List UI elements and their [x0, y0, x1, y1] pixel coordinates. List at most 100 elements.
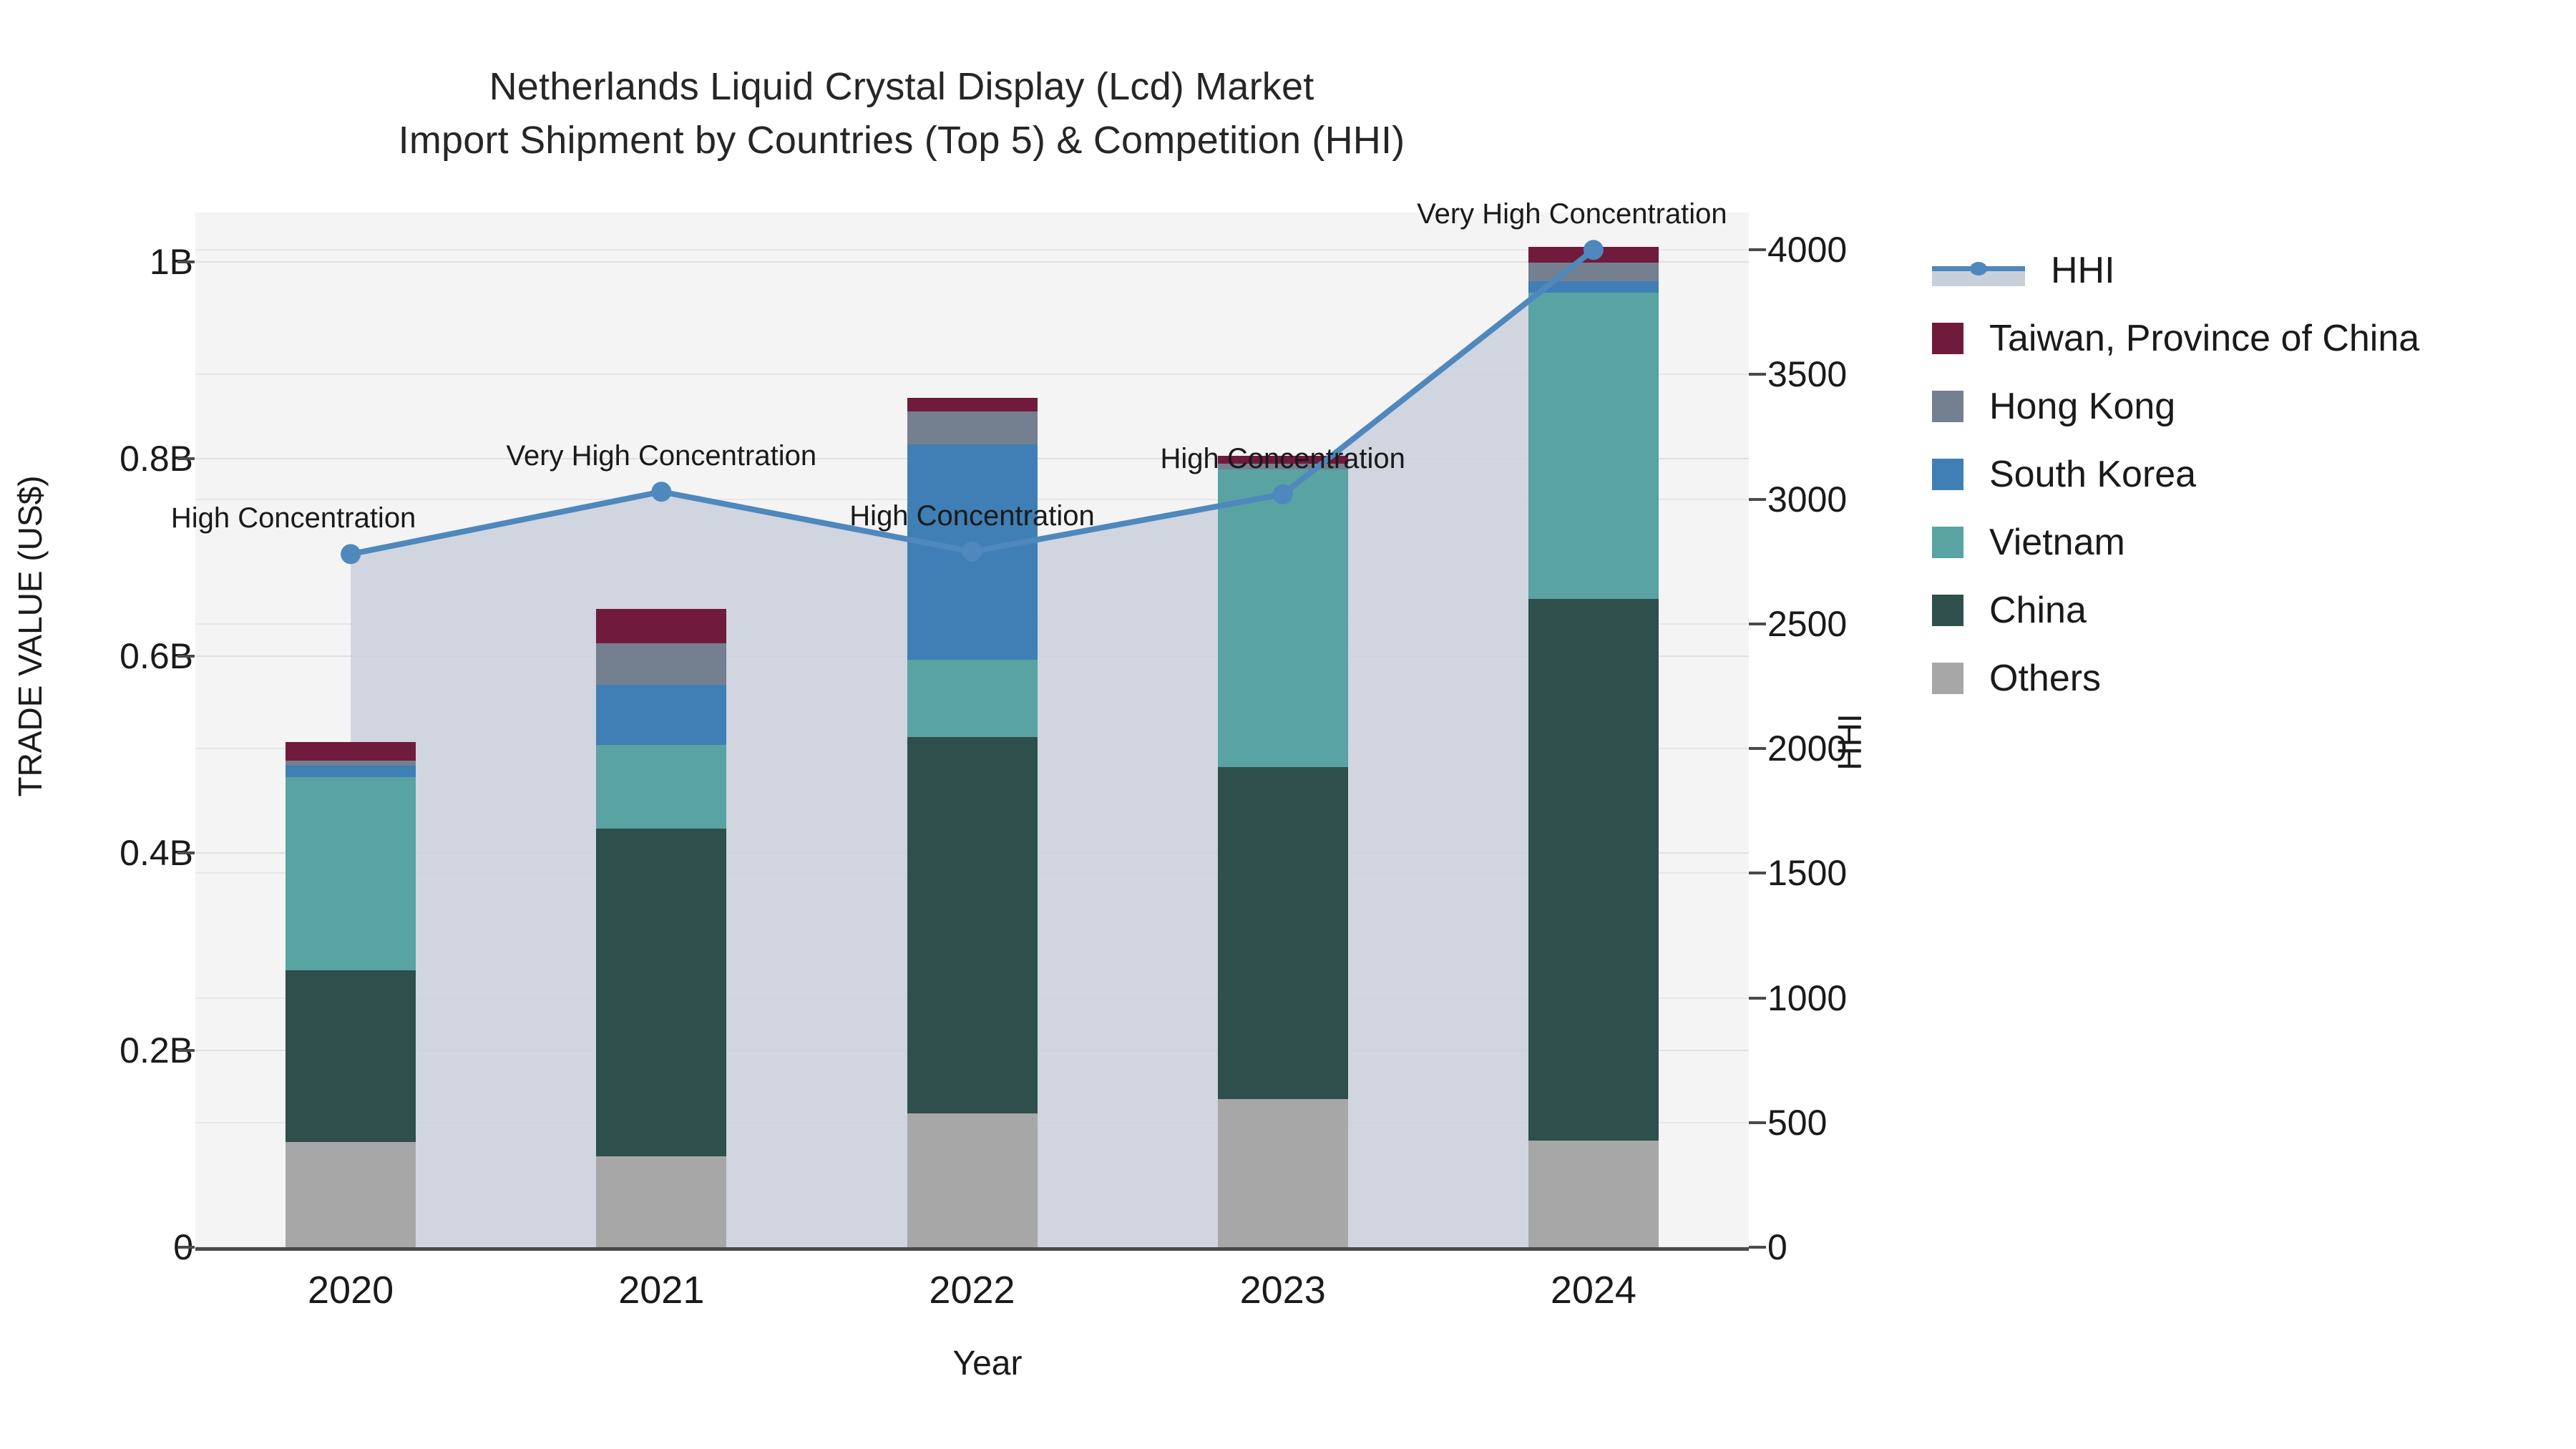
- y-axis-left-tickmark: [177, 852, 195, 855]
- hhi-annotation: Very High Concentration: [506, 440, 817, 472]
- bar-segment[interactable]: [1528, 292, 1659, 599]
- legend-color-swatch: [1932, 526, 1963, 558]
- bar-segment[interactable]: [907, 1113, 1038, 1247]
- bar-segment[interactable]: [907, 736, 1038, 1113]
- bar-segment[interactable]: [286, 777, 416, 971]
- y-axis-left-tickmark: [177, 457, 195, 461]
- bar-segment[interactable]: [1217, 767, 1348, 1100]
- plot-inner: [195, 213, 1749, 1247]
- y-axis-right-tickmark: [1749, 996, 1766, 1000]
- bar-segment[interactable]: [1528, 263, 1659, 282]
- bar-segment[interactable]: [286, 741, 416, 761]
- y-axis-left-tick: 1B: [149, 241, 193, 282]
- bar-segment[interactable]: [596, 608, 727, 643]
- y-axis-left-tickmark: [177, 654, 195, 658]
- y-axis-left-label: TRADE VALUE (US$): [11, 475, 49, 797]
- y-axis-right-tick: 3500: [1767, 354, 1848, 395]
- bar-segment[interactable]: [596, 643, 727, 685]
- legend-item[interactable]: South Korea: [1932, 440, 2562, 508]
- x-axis-spine: [195, 1247, 1749, 1251]
- legend-item-label: HHI: [2051, 249, 2115, 291]
- bar-segment[interactable]: [596, 1156, 727, 1247]
- bar-segment[interactable]: [1528, 598, 1659, 1141]
- legend-item-label: Hong Kong: [1989, 385, 2176, 427]
- bar-segment[interactable]: [596, 684, 727, 745]
- chart-legend: HHI Taiwan, Province of China Hong Kong Sou…: [1932, 236, 2562, 712]
- legend-item[interactable]: Others: [1932, 644, 2562, 712]
- y-axis-right-tick: 1500: [1767, 853, 1848, 894]
- x-axis-tick: 2021: [618, 1269, 705, 1312]
- bar-segment[interactable]: [286, 765, 416, 778]
- legend-item[interactable]: HHI: [1932, 236, 2562, 304]
- chart-title-line1: Netherlands Liquid Crystal Display (Lcd)…: [489, 65, 1314, 108]
- legend-color-swatch: [1932, 594, 1963, 626]
- legend-item[interactable]: China: [1932, 576, 2562, 644]
- bar-segment[interactable]: [286, 760, 416, 766]
- y-axis-right-tick: 4000: [1767, 230, 1848, 270]
- bar-segment[interactable]: [1528, 1141, 1659, 1247]
- bar-segment[interactable]: [596, 744, 727, 829]
- y-axis-right-tickmark: [1749, 248, 1766, 252]
- bar-stack[interactable]: [907, 213, 1038, 1247]
- hhi-annotation: Very High Concentration: [1417, 198, 1727, 230]
- y-axis-right-tickmark: [1749, 1246, 1766, 1249]
- bar-stack[interactable]: [596, 213, 727, 1247]
- legend-marker-dot: [1970, 261, 1987, 275]
- x-axis-label: Year: [952, 1345, 1023, 1382]
- legend-item-label: Vietnam: [1989, 521, 2125, 563]
- bar-segment[interactable]: [1528, 281, 1659, 293]
- y-axis-right-tick: 500: [1767, 1102, 1828, 1143]
- hhi-annotation: High Concentration: [1160, 442, 1405, 474]
- legend-color-swatch: [1932, 458, 1963, 490]
- bar-stack[interactable]: [1217, 213, 1348, 1247]
- bar-segment[interactable]: [286, 970, 416, 1142]
- legend-item-label: Others: [1989, 657, 2102, 699]
- bar-segment[interactable]: [907, 397, 1038, 412]
- bar-segment[interactable]: [596, 828, 727, 1157]
- y-axis-right-tickmark: [1749, 872, 1766, 875]
- bar-segment[interactable]: [1528, 247, 1659, 263]
- bar-segment[interactable]: [1217, 469, 1348, 768]
- y-axis-left-tickmark: [177, 1048, 195, 1052]
- x-axis-tick: 2023: [1239, 1269, 1326, 1312]
- y-axis-right-tick: 2500: [1767, 603, 1848, 644]
- legend-item[interactable]: Vietnam: [1932, 508, 2562, 576]
- y-axis-left-tickmark: [177, 260, 195, 263]
- y-axis-right-tickmark: [1749, 373, 1766, 376]
- y-axis-left-tickmark: [177, 1246, 195, 1249]
- chart-title: Netherlands Liquid Crystal Display (Lcd)…: [0, 60, 1803, 167]
- legend-item-label: Taiwan, Province of China: [1989, 317, 2420, 359]
- y-axis-left-tick: 0.2B: [119, 1030, 193, 1070]
- y-axis-right-tickmark: [1749, 1121, 1766, 1124]
- y-axis-right-tick: 1000: [1767, 977, 1848, 1018]
- hhi-annotation: High Concentration: [170, 502, 416, 535]
- bar-segment[interactable]: [907, 411, 1038, 444]
- legend-item[interactable]: Taiwan, Province of China: [1932, 304, 2562, 372]
- legend-line-icon: [1932, 255, 2025, 286]
- y-axis-right-tickmark: [1749, 747, 1766, 751]
- x-axis-tick: 2022: [929, 1269, 1015, 1312]
- legend-color-swatch: [1932, 390, 1963, 422]
- y-axis-right-label: HHI: [1831, 713, 1868, 771]
- y-axis-right-tickmark: [1749, 622, 1766, 625]
- bar-stack[interactable]: [286, 213, 416, 1247]
- legend-color-swatch: [1932, 322, 1963, 354]
- bar-segment[interactable]: [286, 1141, 416, 1247]
- legend-item-label: South Korea: [1989, 453, 2197, 495]
- chart-title-line2: Import Shipment by Countries (Top 5) & C…: [398, 118, 1405, 162]
- bar-segment[interactable]: [907, 444, 1038, 660]
- y-axis-right-tick: 0: [1767, 1227, 1787, 1267]
- x-axis-tick: 2020: [308, 1269, 394, 1312]
- y-axis-right-tickmark: [1749, 497, 1766, 501]
- legend-item-label: China: [1989, 589, 2087, 631]
- bar-segment[interactable]: [1217, 1099, 1348, 1247]
- bar-segment[interactable]: [907, 660, 1038, 737]
- legend-item[interactable]: Hong Kong: [1932, 372, 2562, 440]
- y-axis-right-tick: 3000: [1767, 479, 1848, 519]
- x-axis-tick: 2024: [1550, 1269, 1636, 1312]
- plot-area: [195, 213, 1749, 1247]
- legend-color-swatch: [1932, 662, 1963, 694]
- bar-stack[interactable]: [1528, 213, 1659, 1247]
- hhi-annotation: High Concentration: [849, 499, 1095, 532]
